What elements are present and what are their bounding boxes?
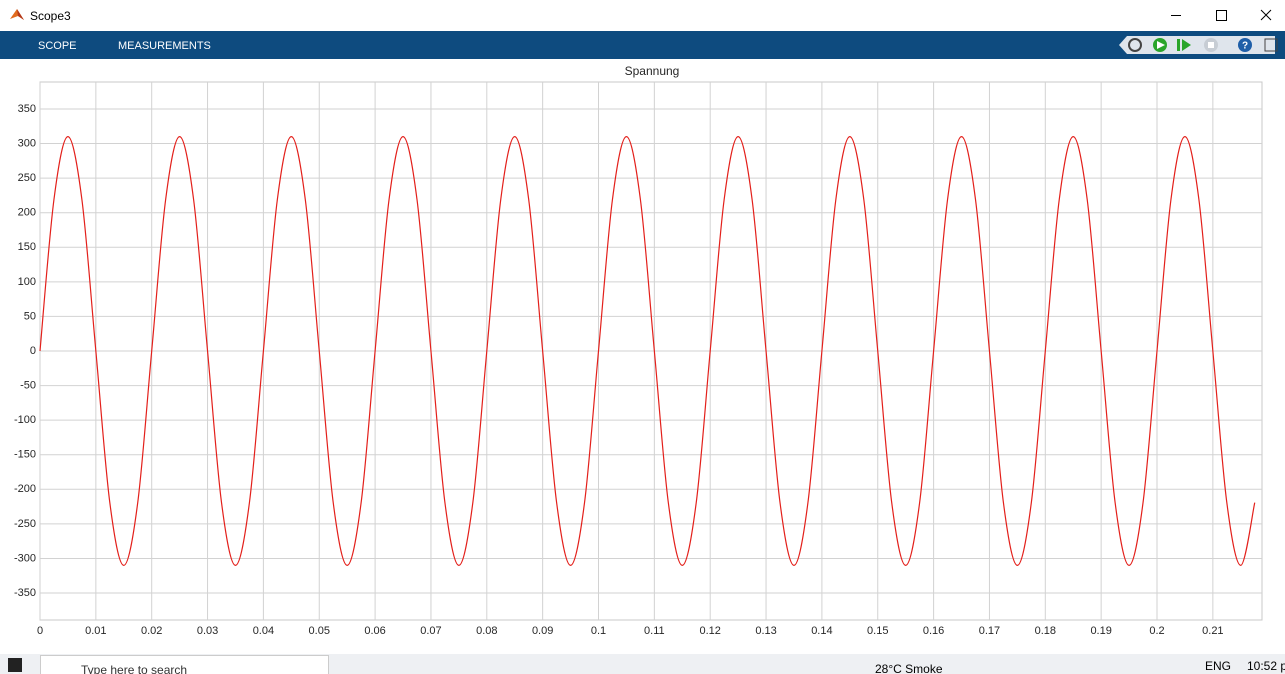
window-title: Scope3 xyxy=(30,9,71,23)
x-tick-label: 0 xyxy=(37,625,43,637)
language[interactable]: ENG xyxy=(1205,659,1232,673)
x-tick-label: 0.05 xyxy=(309,625,330,637)
search-box[interactable]: Type here to search xyxy=(40,655,329,674)
title-bar: Scope3 xyxy=(0,0,1285,31)
x-tick-label: 0.17 xyxy=(979,625,1000,637)
x-tick-label: 0.1 xyxy=(591,625,606,637)
svg-text:?: ? xyxy=(1242,41,1248,52)
x-tick-label: 0.04 xyxy=(253,625,274,637)
x-tick-label: 0.21 xyxy=(1202,625,1223,637)
signal-line xyxy=(39,136,1256,566)
x-tick-label: 0.11 xyxy=(644,625,665,637)
x-tick-label: 0.19 xyxy=(1090,625,1111,637)
x-tick-label: 0.13 xyxy=(755,625,776,637)
clock[interactable]: 10:52 pm xyxy=(1247,659,1285,673)
scope-plot: Spannung -350 -300 -250 -200 -150 -100 -50 0 50 1… xyxy=(14,64,1263,637)
toolstrip: SCOPE MEASUREMENTS ? xyxy=(0,31,1285,59)
y-tick-label: 300 xyxy=(18,137,36,149)
app-icon xyxy=(10,9,24,20)
x-tick-label: 0.16 xyxy=(923,625,944,637)
run-controls[interactable]: ? xyxy=(1105,31,1285,59)
x-tick-label: 0.15 xyxy=(867,625,888,637)
y-tick-label: 0 xyxy=(30,345,36,357)
taskbar: Type here to search 28°C Smoke ENG 10:52… xyxy=(0,654,1285,674)
y-tick-label: -300 xyxy=(14,552,36,564)
y-tick-label: -50 xyxy=(20,379,36,391)
y-tick-label: -200 xyxy=(14,483,36,495)
x-tick-label: 0.06 xyxy=(364,625,385,637)
start-button[interactable] xyxy=(8,658,22,672)
y-tick-label: 250 xyxy=(18,172,36,184)
x-tick-label: 0.12 xyxy=(699,625,720,637)
x-tick-label: 0.18 xyxy=(1035,625,1056,637)
x-tick-label: 0.2 xyxy=(1149,625,1164,637)
y-tick-label: 100 xyxy=(18,276,36,288)
y-tick-label: -350 xyxy=(14,587,36,599)
x-tick-label: 0.08 xyxy=(476,625,497,637)
y-tick-label: 350 xyxy=(18,103,36,115)
x-tick-label: 0.14 xyxy=(811,625,832,637)
x-tick-label: 0.02 xyxy=(141,625,162,637)
y-tick-label: 150 xyxy=(18,241,36,253)
y-tick-label: 200 xyxy=(18,207,36,219)
tab[interactable]: SCOPE xyxy=(38,40,77,52)
weather[interactable]: 28°C Smoke xyxy=(875,662,943,674)
x-tick-label: 0.07 xyxy=(420,625,441,637)
x-tick-label: 0.03 xyxy=(197,625,218,637)
window-controls[interactable] xyxy=(1165,0,1285,31)
y-tick-label: -100 xyxy=(14,414,36,426)
search-placeholder: Type here to search xyxy=(81,663,188,674)
x-tick-label: 0.01 xyxy=(85,625,106,637)
y-tick-label: 50 xyxy=(24,310,36,322)
y-tick-label: -250 xyxy=(14,518,36,530)
x-tick-label: 0.09 xyxy=(532,625,553,637)
tab[interactable]: MEASUREMENTS xyxy=(118,40,211,52)
y-tick-label: -150 xyxy=(14,449,36,461)
chart-title: Spannung xyxy=(625,64,680,78)
